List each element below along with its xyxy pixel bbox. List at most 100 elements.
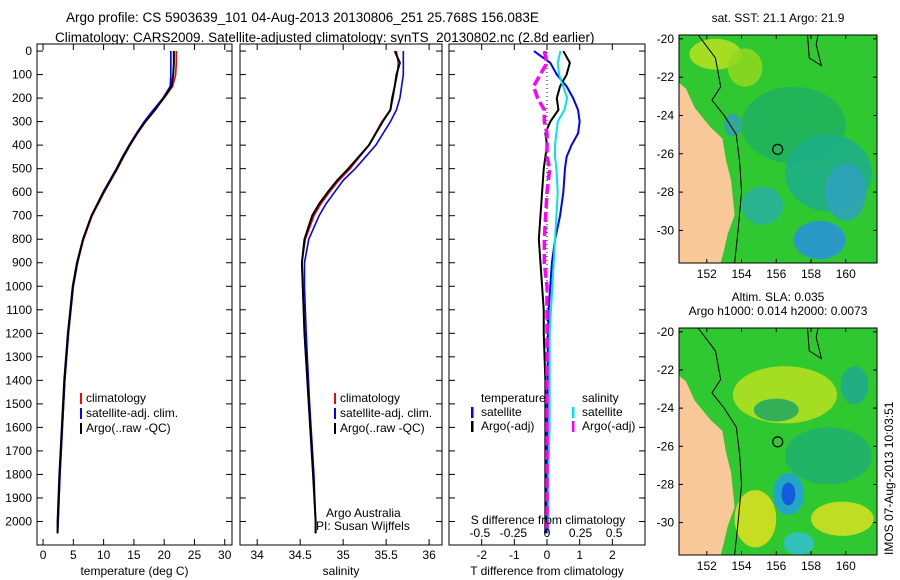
- legend-swatch: [334, 393, 336, 404]
- depth-tick-label: 1300: [5, 350, 32, 364]
- x-tick-label: 34: [251, 548, 265, 562]
- anomaly-blob: [727, 48, 763, 87]
- lon-tick-label: 160: [836, 267, 856, 281]
- depth-contour: [697, 328, 743, 555]
- series-line-argorawqc: [300, 50, 401, 534]
- lat-tick-label: -26: [657, 147, 675, 161]
- legend-label: satellite-adj. clim.: [340, 406, 432, 420]
- x-tick-label: -2: [476, 548, 487, 562]
- lon-tick-label: 156: [766, 267, 786, 281]
- lon-tick-label: 154: [732, 267, 752, 281]
- lat-tick-label: -28: [657, 477, 675, 491]
- depth-tick-label: 1800: [5, 467, 32, 481]
- legend-label: Argo(-adj): [582, 419, 635, 433]
- profile-panel-2: 34 34.5 35 35.5 36 salinity climatologysatelli…: [239, 43, 443, 578]
- legend-swatch: [334, 408, 336, 419]
- annotation-text: Argo Australia: [326, 506, 401, 520]
- profile-panel-1: 0100200300400500600700800900100011001200…: [5, 43, 233, 578]
- anomaly-blob: [784, 427, 872, 485]
- depth-tick-label: 200: [12, 91, 32, 105]
- legend-swatch: [471, 421, 474, 432]
- lon-tick-label: 160: [836, 559, 856, 573]
- depth-tick-label: 300: [12, 115, 32, 129]
- diff-series-line: [531, 50, 552, 534]
- lat-tick-label: -30: [657, 223, 675, 237]
- legend-swatch: [572, 407, 575, 418]
- lon-tick-label: 156: [766, 559, 786, 573]
- x-tick-label: 0: [544, 548, 551, 562]
- anomaly-blob: [781, 482, 796, 506]
- plot-frame: [36, 43, 233, 546]
- lon-tick-label: 158: [801, 559, 821, 573]
- depth-tick-label: 1500: [5, 397, 32, 411]
- lat-tick-label: -30: [657, 516, 675, 530]
- lat-tick-label: -28: [657, 185, 675, 199]
- s-axis-label: S difference from climatology: [471, 513, 626, 527]
- land-australia: [679, 375, 735, 555]
- anomaly-blob: [734, 490, 777, 548]
- anomaly-blob: [824, 163, 867, 221]
- imos-timestamp: IMOS 07-Aug-2013 10:03:51: [882, 401, 896, 555]
- x-tick-label: 20: [157, 548, 171, 562]
- sla-map: 152 154 156 158 160 -20 -22 -24 -26 -28 -30: [657, 325, 878, 573]
- annotation-text: PI: Susan Wijffels: [316, 519, 410, 533]
- s-tick-label: 0: [544, 526, 551, 540]
- anomaly-blob: [840, 366, 869, 405]
- depth-tick-label: 1000: [5, 279, 32, 293]
- sla-map-title-1: Altim. SLA: 0.035: [732, 290, 825, 304]
- x-tick-label: 35: [336, 548, 350, 562]
- s-tick-label: 0.5: [606, 526, 623, 540]
- s-tick-label: -0.5: [470, 526, 491, 540]
- anomaly-blob: [811, 501, 874, 536]
- depth-tick-label: 1100: [6, 303, 32, 317]
- depth-tick-label: 600: [12, 185, 32, 199]
- legend-swatch: [80, 423, 82, 434]
- depth-tick-label: 1400: [5, 373, 32, 387]
- legend-label: satellite: [582, 405, 623, 419]
- lat-tick-label: -24: [657, 401, 675, 415]
- title-line-1: Argo profile: CS 5903639_101 04-Aug-2013…: [66, 10, 539, 25]
- title-line-2: Climatology: CARS2009. Satellite-adjuste…: [55, 30, 595, 45]
- profile-panel-3: -2 -1 0 1 2 T difference from climatology -0.5…: [448, 43, 646, 578]
- legend-swatch: [80, 393, 82, 404]
- lon-tick-label: 154: [732, 559, 752, 573]
- lat-tick-label: -20: [657, 32, 675, 46]
- depth-tick-label: 1900: [5, 491, 32, 505]
- depth-tick-label: 0: [25, 44, 32, 58]
- lat-tick-label: -20: [657, 325, 675, 339]
- anomaly-blob: [793, 220, 846, 260]
- lon-tick-label: 158: [801, 267, 821, 281]
- x-tick-label: 15: [127, 548, 141, 562]
- land-australia: [679, 82, 735, 263]
- x-tick-label: 1: [576, 548, 583, 562]
- anomaly-blob: [724, 113, 742, 137]
- legend-label: Argo(..raw -QC): [340, 421, 425, 435]
- legend-label: Argo(..raw -QC): [86, 421, 171, 435]
- x-axis-label: temperature (deg C): [80, 564, 188, 578]
- legend-swatch: [572, 421, 575, 432]
- legend-header-temperature: temperature: [481, 391, 546, 405]
- legend-label: satellite: [481, 405, 522, 419]
- lat-tick-label: -22: [657, 70, 675, 84]
- lat-tick-label: -22: [657, 363, 675, 377]
- depth-tick-label: 700: [12, 209, 32, 223]
- anomaly-blob: [741, 186, 784, 225]
- depth-tick-label: 500: [12, 162, 32, 176]
- lat-tick-label: -24: [657, 108, 675, 122]
- lon-tick-label: 152: [697, 559, 717, 573]
- depth-tick-label: 100: [12, 68, 32, 82]
- legend-swatch: [334, 423, 336, 434]
- sla-map-title-2: Argo h1000: 0.014 h2000: 0.0073: [689, 304, 868, 318]
- map-frame: [678, 327, 878, 556]
- legend-label: Argo(-adj): [481, 419, 534, 433]
- reef-contour: [807, 35, 823, 67]
- legend-swatch: [471, 407, 474, 418]
- legend-header-salinity: salinity: [582, 391, 619, 405]
- x-tick-label: 2: [609, 548, 616, 562]
- legend-label: satellite-adj. clim.: [86, 406, 178, 420]
- depth-contour: [697, 35, 743, 263]
- depth-tick-label: 1700: [5, 444, 32, 458]
- x-tick-label: 0: [40, 548, 47, 562]
